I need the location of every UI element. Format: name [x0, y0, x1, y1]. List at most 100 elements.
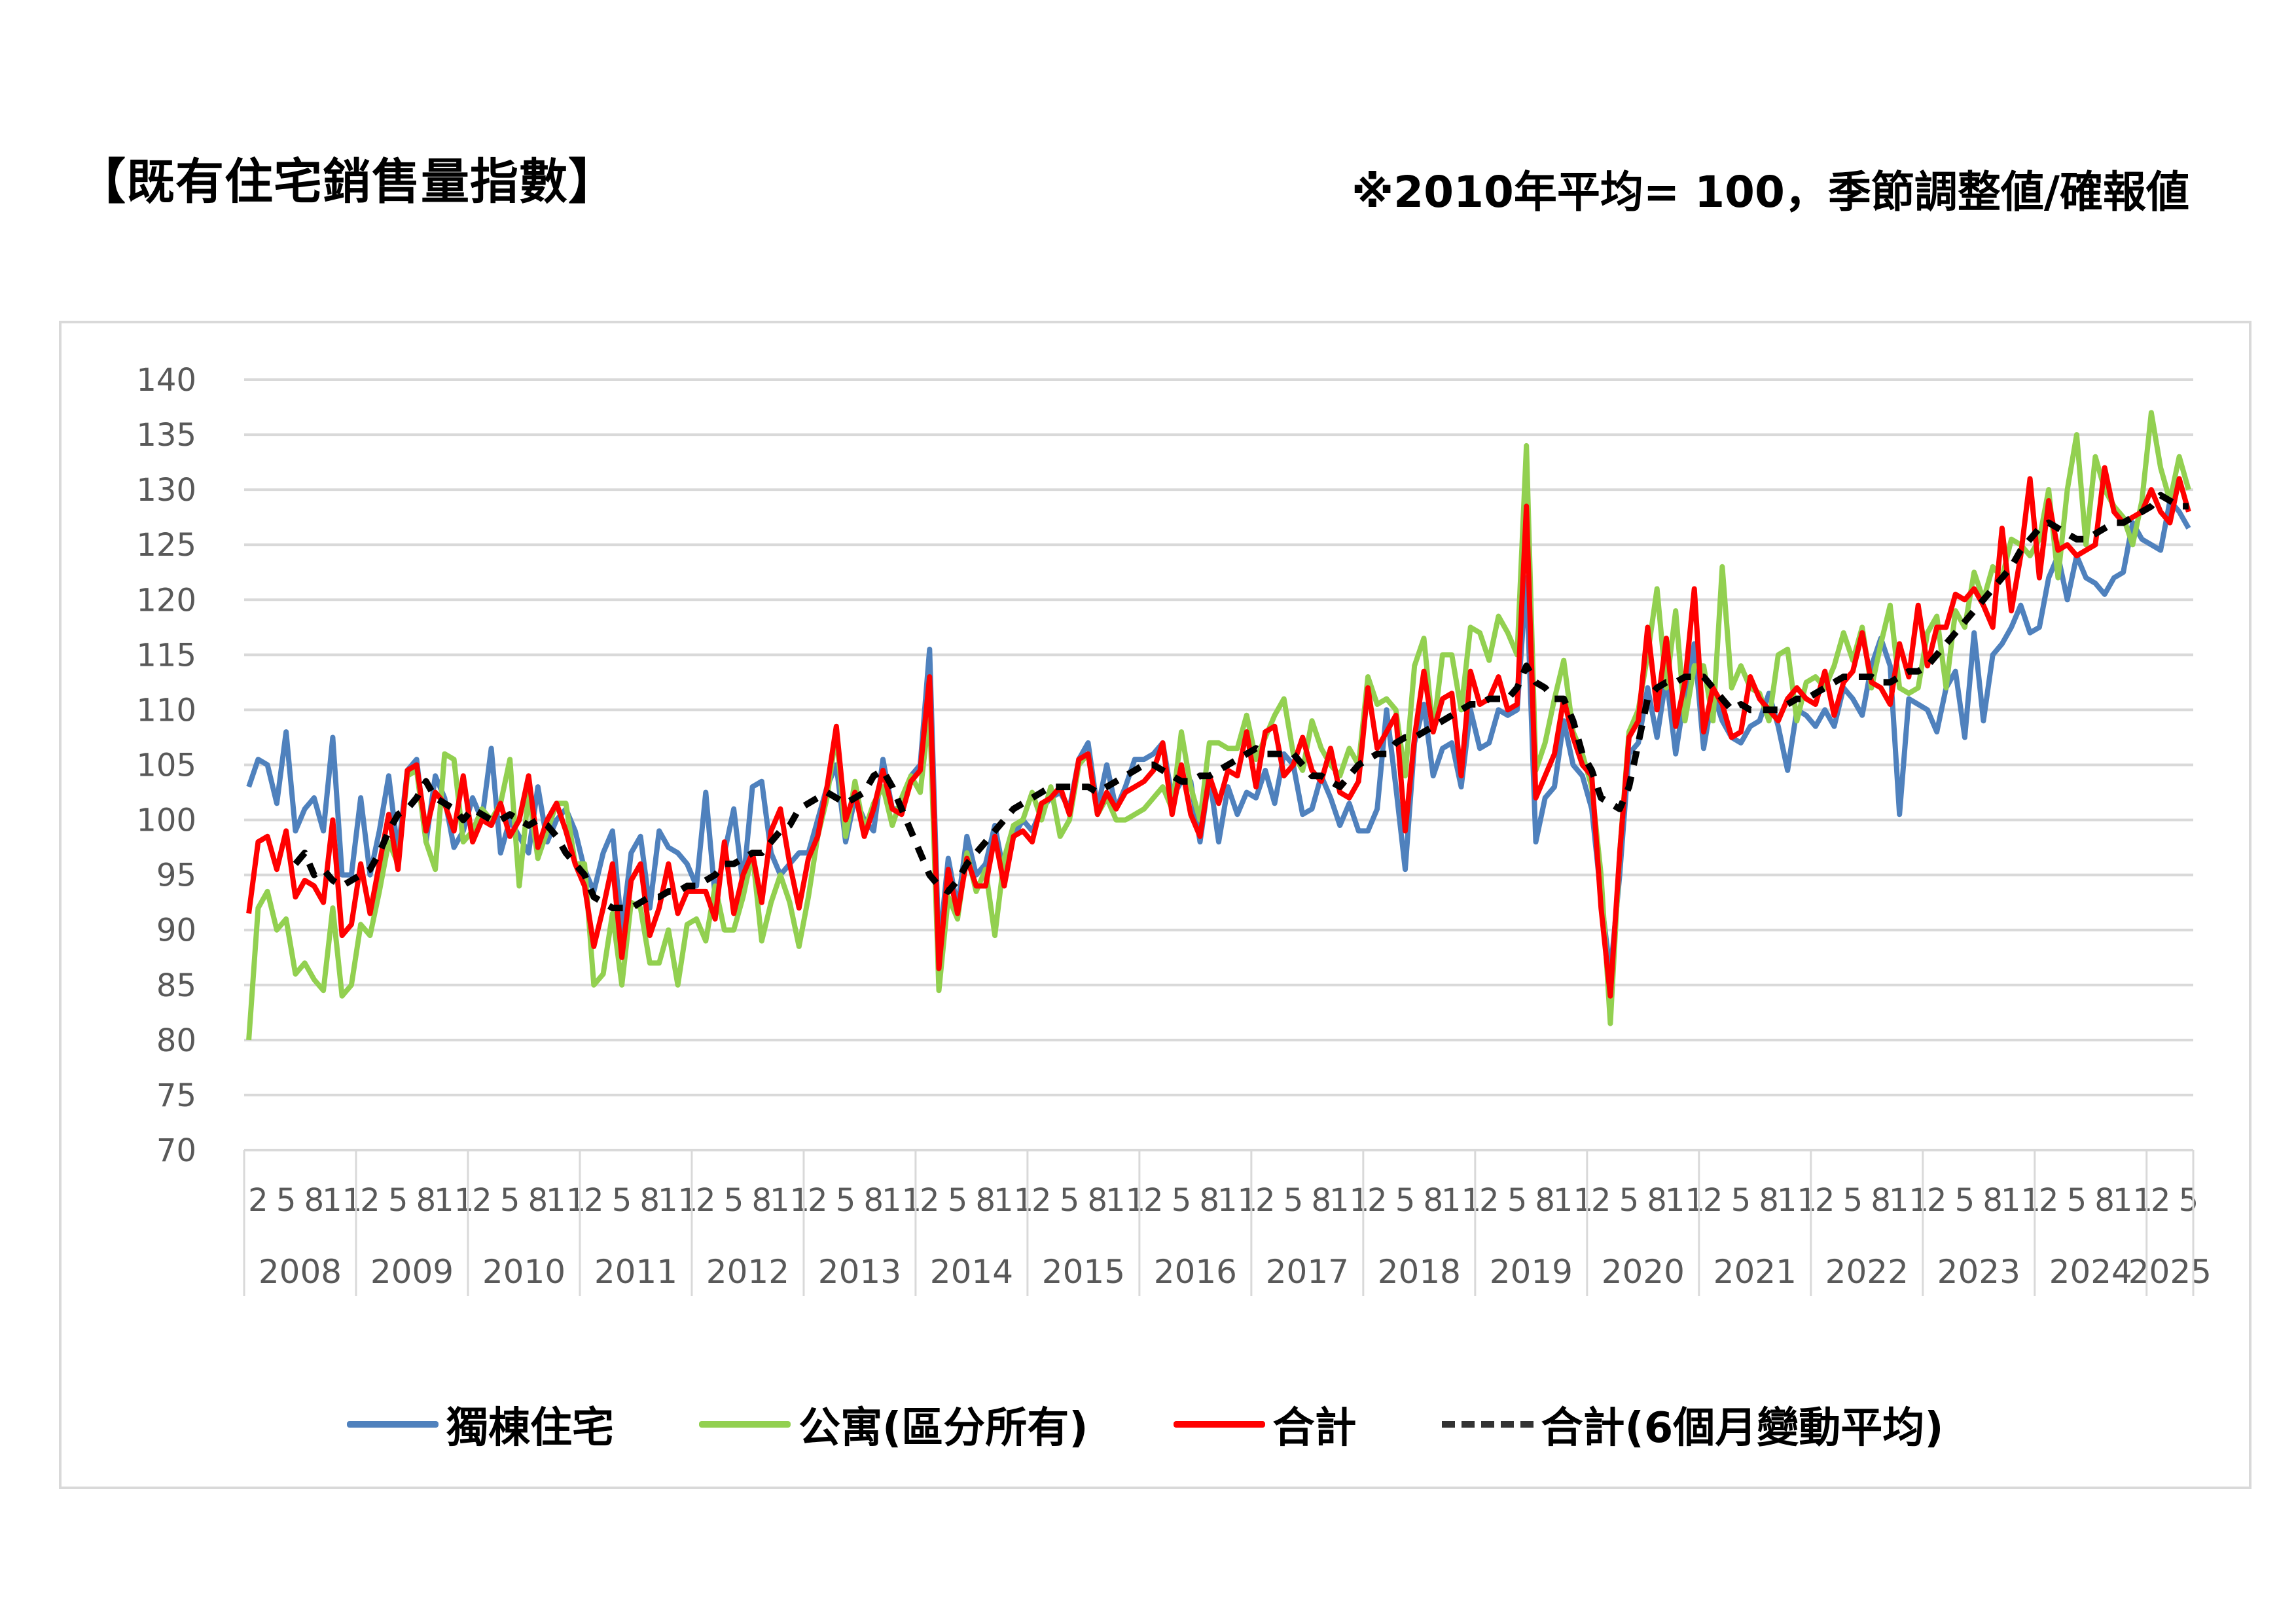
month-tick-label: 5 — [2179, 1182, 2199, 1219]
month-tick-label: 5 — [388, 1182, 408, 1219]
y-tick-label: 75 — [156, 1077, 196, 1114]
month-tick-label: 2 — [2151, 1182, 2171, 1219]
year-tick-label: 2022 — [1825, 1253, 1909, 1291]
month-tick-label: 8 — [416, 1182, 437, 1219]
month-tick-label: 5 — [1172, 1182, 1192, 1219]
year-tick-label: 2020 — [1602, 1253, 1685, 1291]
year-tick-label: 2023 — [1937, 1253, 2020, 1291]
legend-label: 公寓(區分所有) — [798, 1404, 1088, 1453]
month-tick-label: 2 — [360, 1182, 380, 1219]
legend-item-moving-average: 合計(6個月變動平均) — [1441, 1394, 1944, 1454]
month-tick-label: 2 — [1479, 1182, 1499, 1219]
year-tick-label: 2009 — [370, 1253, 454, 1291]
series-line-condominium — [246, 410, 2191, 1041]
y-tick-label: 135 — [136, 417, 196, 454]
month-tick-label: 5 — [612, 1182, 632, 1219]
month-tick-label: 8 — [304, 1182, 325, 1219]
month-tick-label: 2 — [1255, 1182, 1276, 1219]
year-tick-label: 2024 — [2049, 1253, 2132, 1291]
month-tick-label: 5 — [1283, 1182, 1304, 1219]
month-tick-label: 2 — [1143, 1182, 1164, 1219]
month-tick-label: 5 — [836, 1182, 856, 1219]
month-tick-label: 8 — [1982, 1182, 2003, 1219]
year-tick-label: 2012 — [706, 1253, 789, 1291]
month-tick-label: 2 — [1591, 1182, 1611, 1219]
month-tick-label: 5 — [1955, 1182, 1975, 1219]
month-tick-label: 2 — [808, 1182, 828, 1219]
legend-swatch-condo — [699, 1421, 791, 1428]
month-tick-label: 5 — [2067, 1182, 2087, 1219]
month-tick-label: 8 — [2094, 1182, 2115, 1219]
y-tick-label: 95 — [156, 857, 196, 894]
month-tick-label: 8 — [528, 1182, 548, 1219]
year-tick-label: 2008 — [259, 1253, 342, 1291]
year-tick-label: 2019 — [1490, 1253, 1573, 1291]
month-tick-label: 2 — [1815, 1182, 1835, 1219]
month-tick-label: 8 — [864, 1182, 884, 1219]
legend-label: 合計(6個月變動平均) — [1541, 1404, 1944, 1453]
month-tick-label: 8 — [1647, 1182, 1667, 1219]
year-tick-label: 2017 — [1266, 1253, 1349, 1291]
legend-item-condo: 公寓(區分所有) — [699, 1394, 1088, 1454]
year-tick-label: 2013 — [818, 1253, 901, 1291]
month-tick-label: 5 — [1619, 1182, 1640, 1219]
y-tick-label: 80 — [156, 1022, 196, 1059]
year-tick-label: 2010 — [482, 1253, 565, 1291]
y-tick-label: 140 — [136, 362, 196, 399]
y-tick-label: 105 — [136, 748, 196, 784]
month-tick-label: 2 — [1367, 1182, 1388, 1219]
year-tick-label: 2021 — [1713, 1253, 1797, 1291]
month-tick-label: 2 — [1927, 1182, 1947, 1219]
legend-swatch-moving-average — [1441, 1421, 1534, 1428]
y-tick-label: 110 — [136, 692, 196, 729]
month-tick-label: 2 — [2039, 1182, 2059, 1219]
year-tick-label: 2011 — [594, 1253, 677, 1291]
legend-label: 獨棟住宅 — [446, 1404, 614, 1453]
chart-note: ※2010年平均= 100，季節調整値/確報値 — [1352, 167, 2190, 217]
series-line-detached-house — [246, 498, 2191, 977]
month-tick-label: 5 — [724, 1182, 744, 1219]
y-tick-label: 85 — [156, 967, 196, 1004]
month-tick-label: 2 — [1703, 1182, 1723, 1219]
legend-swatch-total — [1173, 1421, 1265, 1428]
month-tick-label: 5 — [1507, 1182, 1528, 1219]
series-line-total-6-month-average — [293, 492, 2189, 912]
series-line-total — [246, 465, 2191, 999]
month-tick-label: 2 — [472, 1182, 492, 1219]
y-tick-label: 120 — [136, 582, 196, 619]
y-tick-label: 100 — [136, 803, 196, 839]
year-tick-label: 2016 — [1154, 1253, 1237, 1291]
y-tick-label: 70 — [156, 1132, 196, 1169]
year-tick-label: 2015 — [1042, 1253, 1125, 1291]
y-tick-label: 115 — [136, 637, 196, 674]
chart-title: 【既有住宅銷售量指數】 — [77, 154, 617, 210]
month-tick-label: 2 — [1031, 1182, 1052, 1219]
legend-label: 合計 — [1272, 1404, 1357, 1453]
month-tick-label: 2 — [696, 1182, 716, 1219]
month-tick-label: 5 — [948, 1182, 968, 1219]
y-tick-label: 125 — [136, 527, 196, 564]
month-tick-label: 8 — [1423, 1182, 1443, 1219]
month-tick-label: 5 — [276, 1182, 296, 1219]
month-tick-label: 5 — [1060, 1182, 1080, 1219]
chart-frame — [59, 321, 2251, 1489]
month-tick-label: 8 — [1087, 1182, 1107, 1219]
legend-item-detached: 獨棟住宅 — [347, 1394, 614, 1454]
month-tick-label: 8 — [1871, 1182, 1891, 1219]
month-tick-label: 8 — [640, 1182, 660, 1219]
legend-swatch-detached — [347, 1421, 439, 1428]
month-tick-label: 8 — [976, 1182, 996, 1219]
month-tick-label: 5 — [1843, 1182, 1863, 1219]
month-tick-label: 8 — [1311, 1182, 1331, 1219]
month-tick-label: 2 — [248, 1182, 268, 1219]
y-tick-label: 90 — [156, 912, 196, 949]
month-tick-label: 8 — [1199, 1182, 1219, 1219]
legend-item-total: 合計 — [1173, 1394, 1357, 1454]
month-tick-label: 5 — [1395, 1182, 1416, 1219]
month-tick-label: 5 — [500, 1182, 520, 1219]
month-tick-label: 8 — [752, 1182, 772, 1219]
month-tick-label: 5 — [1731, 1182, 1751, 1219]
legend: 獨棟住宅 公寓(區分所有) 合計 合計(6個月變動平均) — [347, 1394, 2029, 1454]
year-tick-label: 2025 — [2128, 1253, 2212, 1291]
